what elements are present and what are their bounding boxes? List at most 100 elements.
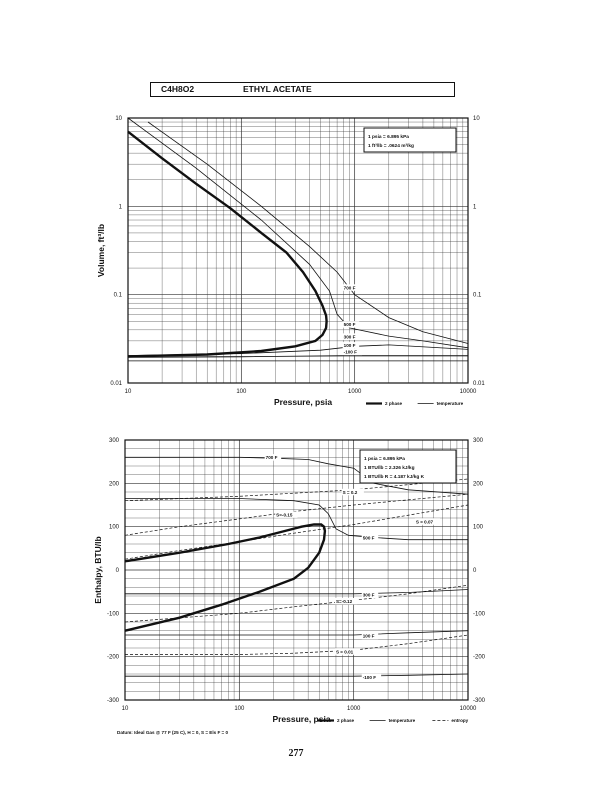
chart1-y-tick-label-right: 0.1 [473, 293, 482, 299]
chart2-y-tick-label-left: 100 [109, 525, 120, 531]
chart1-y-tick-label-left: 10 [115, 116, 122, 122]
chart1-isotherm-line [127, 117, 469, 349]
chart2-legend-label: 2 phase [337, 718, 355, 723]
chart2-y-tick-label-right: -100 [473, 611, 486, 617]
chart2-y-tick-label-right: 100 [473, 525, 484, 531]
chart1-x-tick-label: 10000 [460, 389, 477, 395]
chart2-inline-label: S = 0.2 [343, 490, 358, 495]
chart2-y-tick-label-left: 300 [109, 438, 120, 444]
chemical-formula: C4H8O2 [161, 84, 195, 94]
chart2-inline-label: -100 F [363, 675, 376, 680]
chart2-y-tick-label-right: 300 [473, 438, 484, 444]
chart1-series-label: -100 F [344, 350, 357, 355]
chart2-inline-label-bg [334, 598, 358, 605]
chart2-inline-label-bg [264, 454, 282, 461]
chart2-inline-label: 700 F [266, 455, 278, 460]
chart1-isotherm-line [127, 344, 469, 356]
page-number: 277 [288, 748, 304, 759]
chart1-series-label-bg [342, 342, 360, 349]
chart1-units-text: 1 ft³/lb = .0624 m³/kg [368, 143, 414, 149]
chart2-y-tick-label-left: -200 [107, 655, 120, 661]
chart1-series-label: 300 F [344, 334, 356, 339]
chart2-footnote: Datum: Ideal Gas @ 77 F (25 C), H = 0, S… [117, 730, 229, 735]
chart2-isotherm-line [125, 673, 469, 677]
chart2-y-tick-label-right: 200 [473, 481, 484, 487]
chart2-units-box [359, 449, 457, 484]
chart2-entropy-line [124, 584, 469, 623]
chart2-x-tick-label: 10000 [460, 706, 477, 712]
chart2-y-axis-label: Enthalpy, BTU/lb [93, 536, 103, 603]
chart2-inline-label-bg [361, 673, 382, 681]
chart1-x-tick-label: 10 [125, 389, 132, 395]
chart2-y-tick-label-left: -100 [107, 611, 120, 617]
chart1-saturation-curve [127, 130, 328, 358]
chart2-inline-label: S=-0.15 [276, 512, 293, 517]
chart2-inline-label: 100 F [363, 634, 375, 639]
chart2-inline-label-bg [341, 488, 364, 496]
chart2-inline-label: S=-0.12 [336, 599, 353, 604]
chart2-x-tick-label: 1000 [347, 706, 361, 712]
chart2-x-tick-label: 10 [122, 706, 129, 712]
chart2-legend-label: entropy [451, 718, 468, 723]
chart1-y-tick-label-left: 1 [119, 204, 123, 210]
chart2-y-tick-label-right: 0 [473, 568, 477, 574]
chart2-units-text: 1 psia = 6.895 kPa [364, 456, 405, 462]
chart2-inline-label: 300 F [363, 593, 375, 598]
chart2-inline-label-bg [361, 591, 379, 598]
chart1-isotherm-line [147, 121, 469, 344]
chart1-x-tick-label: 1000 [348, 389, 362, 395]
chart2-y-tick-label-left: 0 [116, 568, 120, 574]
chart1-units-box [363, 127, 457, 153]
chart1-y-tick-label-right: 1 [473, 204, 477, 210]
chart2-y-tick-label-right: -300 [473, 698, 486, 704]
chart1-series-label: 500 F [344, 322, 356, 327]
chart2-plot-frame [124, 439, 469, 701]
chart1-units-text: 1 psia = 6.895 kPa [368, 134, 409, 140]
chart2-isotherm-line [125, 589, 469, 595]
chart1-series-label-bg [342, 348, 363, 356]
chart2-saturation-curve [124, 523, 327, 632]
chart1-series-label-bg [342, 284, 360, 291]
chart2-inline-label: 500 F [363, 535, 375, 540]
chart1-y-tick-label-right: 10 [473, 116, 480, 122]
chart2-isotherm-line [125, 498, 468, 541]
chart2-inline-label-bg [361, 534, 379, 541]
chart2-x-tick-label: 100 [234, 706, 245, 712]
chart1-legend-label: temperature [437, 401, 464, 406]
chart2-units-text: 1 BTU/lb R = 4.187 kJ/kg K [364, 474, 425, 480]
chart2-y-tick-label-left: 200 [109, 481, 120, 487]
chart1-y-tick-label-right: 0.01 [473, 381, 485, 387]
chart2-inline-label-bg [361, 632, 379, 640]
chemical-name: ETHYL ACETATE [243, 84, 312, 94]
chart2-isotherm-line [125, 456, 469, 495]
chart1-y-tick-label-left: 0.1 [114, 293, 123, 299]
chart2-inline-label-bg [414, 518, 441, 525]
chart1-series-label: 100 F [344, 343, 356, 348]
chart1-legend-label: 2 phase [385, 401, 403, 406]
chart1-isotherm-line [127, 355, 468, 358]
chart2-isotherm-line [125, 630, 469, 636]
chart1-series-label-bg [342, 321, 360, 328]
chart2-y-tick-label-left: -300 [107, 698, 120, 704]
chart1-y-axis-label: Volume, ft³/lb [96, 224, 106, 277]
chart2-entropy-line [124, 478, 469, 502]
chart2-x-axis-label: Pressure, psia [272, 714, 330, 724]
chart1-plot-frame [127, 117, 469, 384]
chart2-y-tick-label-right: -200 [473, 655, 486, 661]
chart2-entropy-line [125, 634, 469, 655]
chart2-units-text: 1 BTU/lb = 2.326 kJ/kg [364, 465, 415, 471]
chart2-inline-label-bg [275, 511, 298, 518]
chart2-inline-label-bg [334, 648, 361, 655]
chart1-y-tick-label-left: 0.01 [110, 381, 122, 387]
chart1-x-axis-label: Pressure, psia [274, 397, 332, 407]
chart1-x-tick-label: 100 [236, 389, 247, 395]
chart2-entropy-line [124, 493, 469, 536]
chart2-entropy-line [124, 504, 469, 560]
chart2-inline-label: S = 0.01 [336, 649, 354, 654]
chart2-inline-label: S = 0.07 [416, 519, 434, 524]
chart2-legend-label: temperature [389, 718, 416, 723]
chart-title-box: C4H8O2 ETHYL ACETATE [150, 82, 455, 97]
chart1-series-label-bg [342, 333, 360, 340]
chart1-series-label: 700 F [344, 285, 356, 290]
